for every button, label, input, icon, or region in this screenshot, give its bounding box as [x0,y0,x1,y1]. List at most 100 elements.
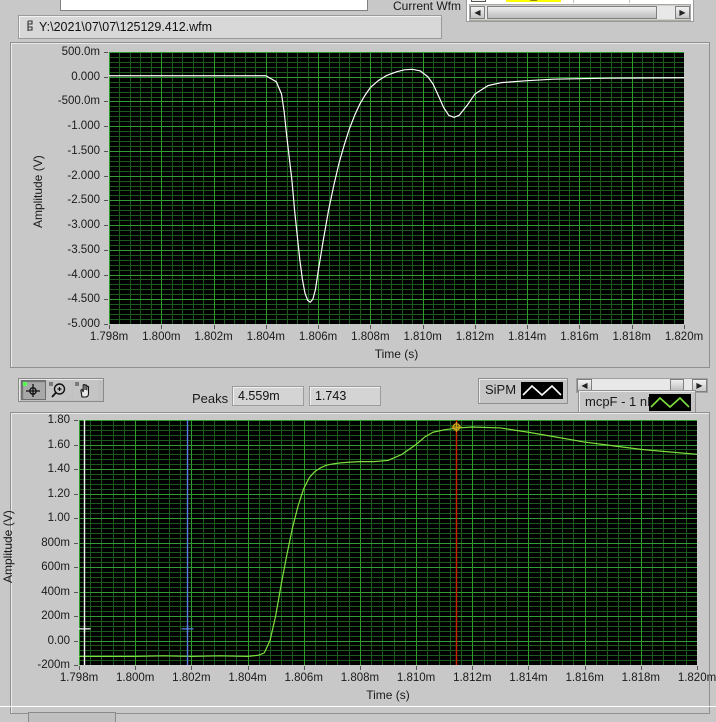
plot-bottom-x-tick-mark [641,666,642,670]
plot-top-y-tick-mark [104,299,108,300]
plot-bottom-x-tick-mark [304,666,305,670]
cursor-1-handle[interactable] [79,624,91,633]
plot-top-y-tick-mark [104,101,108,102]
plot-top-y-tick-mark [104,77,108,78]
cursor-tool-button[interactable] [21,380,46,400]
plot-bottom-y-tick-mark [74,616,78,617]
top-plot-area[interactable] [109,52,684,324]
bottom-waveform-graph[interactable]: Amplitude (V) Time (s) 1.80 1.60 1.40 1.20 1… [1,412,716,714]
roi-table-row[interactable]: + ROI_end 451.500u 898.0u [467,0,693,3]
top-waveform-graph[interactable]: Amplitude (V) Time (s) 500.0m 0.000 -500.0… [10,42,710,368]
roi-horizontal-scrollbar[interactable]: ◀ ▶ [469,4,691,21]
plot-bottom-x-tick: 1.804m [228,672,267,684]
plot-top-y-tick: -1.000 [67,120,100,133]
plot-top-y-tick-mark [104,250,108,251]
plot-top-x-tick-mark [527,325,528,329]
plot-top-y-tick: -4.000 [67,268,100,281]
roi-expand-icon[interactable]: + [471,0,486,2]
plot-top-y-tick-mark [104,151,108,152]
plot-top-x-tick: 1.810m [403,331,442,343]
top-y-axis-label: Amplitude (V) [31,155,45,228]
folder-browse-icon[interactable] [23,19,39,35]
legend-item-sipm[interactable]: SiPM [478,378,568,404]
plot-bottom-x-tick-mark [79,666,80,670]
plot-top-y-tick: -2.000 [67,169,100,182]
plot-bottom-x-tick: 1.820m [677,672,716,684]
plot-bottom-y-tick: 1.00 [47,512,70,524]
plot-bottom-x-tick: 1.808m [340,672,380,684]
legend-swatch-sipm[interactable] [521,382,563,399]
plot-top-y-tick: -3.500 [67,243,100,256]
plot-top-x-tick-mark [370,325,371,329]
plot-top-y-tick-mark [104,200,108,201]
plot-bottom-x-tick-mark [191,666,192,670]
peak-y-display[interactable]: 1.743 [309,386,381,406]
legend-label-mcp: mcpF - 1 nF [585,394,656,409]
plot-top-x-tick-mark [579,325,580,329]
plot-bottom-x-tick-mark [135,666,136,670]
legend-label-sipm: SiPM [485,382,517,397]
scroll-right-icon[interactable]: ▶ [675,6,690,19]
plot-top-x-tick-mark [109,325,110,329]
plot-top-y-tick-mark [104,176,108,177]
plot-top-y-tick: 500.0m [61,46,100,58]
plot-bottom-y-tick: 1.40 [47,463,70,475]
plot-top-y-tick: -2.500 [67,194,100,207]
plot-top-y-tick-mark [104,275,108,276]
plot-bottom-y-tick: 0.00 [47,634,70,647]
cursor-3-marker-icon[interactable] [451,421,462,432]
plot-top-x-tick: 1.804m [246,331,285,343]
upper-clipped-field [60,0,368,11]
current-wfm-label: Current Wfm [392,0,461,13]
plot-top-x-tick-mark [423,325,424,329]
plot-top-x-tick: 1.802m [194,331,233,343]
plot-bottom-y-tick: 1.20 [47,487,70,500]
plot-bottom-y-tick-mark [74,592,78,593]
plot-top-svg [109,52,684,324]
graph-tool-palette[interactable] [18,378,104,402]
plot-bottom-x-tick-mark [248,666,249,670]
plot-top-y-tick-mark [104,52,108,53]
pan-tool-button[interactable] [73,380,98,400]
plot-bottom-x-tick-mark [360,666,361,670]
peak-x-display[interactable]: 4.559m [232,386,304,406]
plot-bottom-x-tick: 1.798m [59,672,99,684]
plot-top-x-tick-mark [161,325,162,329]
plot-top-y-tick-mark [104,126,108,127]
plot-top-x-tick: 1.814m [507,331,547,343]
plot-bottom-y-tick: 800m [41,536,70,549]
plot-bottom-x-tick: 1.816m [565,672,604,684]
legend-scrollbar[interactable]: ◀ ▶ [576,378,708,393]
plot-top-y-tick: -1.500 [67,144,100,157]
legend-scroll-right-icon[interactable]: ▶ [692,379,707,392]
scroll-track[interactable] [485,6,675,19]
lower-tool-palette-partial[interactable] [28,712,116,722]
plot-bottom-y-tick: 400m [41,585,70,598]
plot-top-y-tick-mark [104,225,108,226]
legend-swatch-mcp[interactable] [649,394,691,411]
cursor-2-handle[interactable] [181,624,194,633]
plot-bottom-x-tick: 1.806m [284,672,323,684]
plot-bottom-x-tick-mark [697,666,698,670]
roi-value-1: 451.500u [573,0,629,3]
plot-bottom-x-tick-mark [472,666,473,670]
roi-name-label: ROI_end [506,0,562,2]
scroll-left-icon[interactable]: ◀ [470,6,485,19]
plot-bottom-x-tick: 1.814m [509,672,548,684]
plot-bottom-y-tick-mark [74,494,78,495]
plot-bottom-y-tick-mark [74,420,78,421]
panel-divider [0,706,716,707]
plot-bottom-x-tick: 1.802m [172,672,211,684]
plot-bottom-y-tick: 600m [41,561,70,573]
plot-bottom-x-tick: 1.818m [621,672,660,684]
file-path-value: Y:\2021\07\07\125129.412.wfm [39,20,213,34]
plot-top-x-tick-mark [632,325,633,329]
sort-filter-icon[interactable] [675,0,691,2]
plot-top-x-tick: 1.812m [455,331,495,343]
bottom-plot-area[interactable] [79,420,697,665]
series-mcpf-1-nf [79,426,697,658]
zoom-tool-button[interactable] [47,380,72,400]
file-path-control[interactable]: Y:\2021\07\07\125129.412.wfm [18,15,442,39]
scroll-thumb[interactable] [487,6,657,19]
